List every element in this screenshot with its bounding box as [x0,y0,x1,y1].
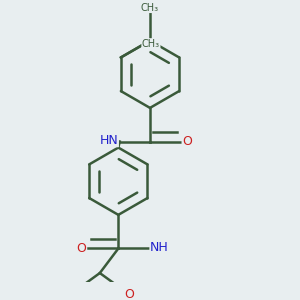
Text: CH₃: CH₃ [142,39,160,49]
Text: O: O [124,288,134,300]
Text: O: O [76,242,86,255]
Text: CH₃: CH₃ [141,3,159,13]
Text: NH: NH [150,241,169,254]
Text: HN: HN [100,134,118,147]
Text: O: O [182,135,192,148]
